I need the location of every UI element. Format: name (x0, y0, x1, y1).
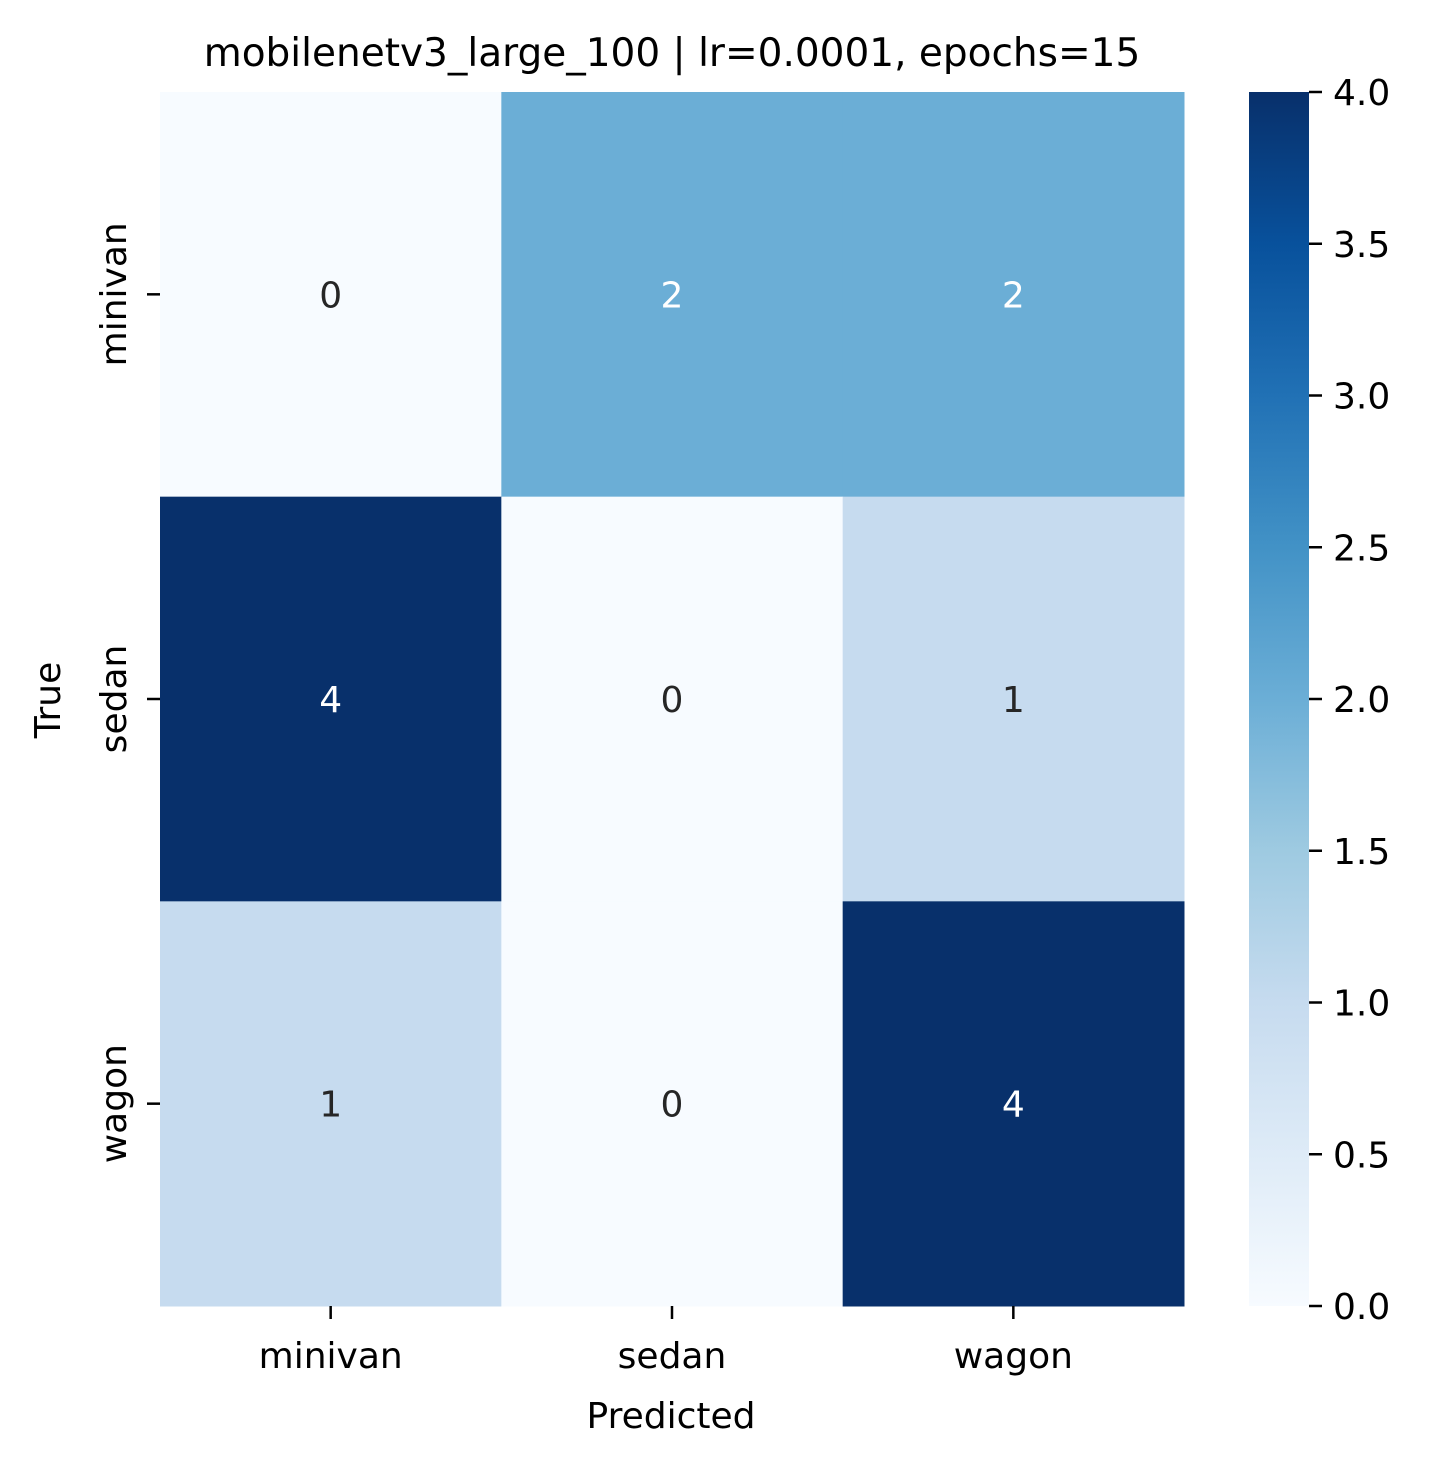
heatmap-cell (842, 92, 1185, 498)
heatmap-cells (160, 92, 1185, 1307)
heatmap-cell (501, 92, 844, 498)
x-tick-label: minivan (259, 1336, 403, 1377)
heatmap-cell-labels: 0 2 2 4 0 1 1 0 4 (319, 275, 1025, 1125)
x-tick-label: wagon (954, 1336, 1073, 1377)
y-tick-label: sedan (94, 645, 135, 754)
colorbar-tick-label: 0.5 (1333, 1135, 1390, 1176)
colorbar-tick-label: 3.5 (1333, 225, 1390, 266)
heatmap-cell (842, 496, 1185, 902)
colorbar: 0.0 0.5 1.0 1.5 2.0 2.5 3.0 3.5 4.0 (1249, 73, 1390, 1328)
cell-value-label: 0 (319, 275, 342, 316)
x-axis: minivan sedan wagon (259, 1306, 1073, 1377)
colorbar-tick-label: 1.5 (1333, 832, 1390, 873)
cell-value-label: 4 (319, 680, 342, 721)
heatmap-cell (501, 901, 844, 1307)
cell-value-label: 1 (1002, 680, 1025, 721)
colorbar-gradient (1249, 92, 1309, 1306)
x-axis-label: Predicted (587, 1396, 756, 1437)
colorbar-tick-label: 3.0 (1333, 377, 1390, 418)
heatmap-cell (501, 496, 844, 902)
cell-value-label: 2 (1002, 275, 1025, 316)
colorbar-tick-label: 2.5 (1333, 528, 1390, 569)
colorbar-tick-label: 1.0 (1333, 984, 1390, 1025)
cell-value-label: 0 (661, 680, 684, 721)
y-tick-label: wagon (94, 1044, 135, 1163)
cell-value-label: 4 (1002, 1085, 1025, 1126)
cell-value-label: 2 (661, 275, 684, 316)
colorbar-ticks: 0.0 0.5 1.0 1.5 2.0 2.5 3.0 3.5 4.0 (1309, 73, 1390, 1328)
y-tick-label: minivan (94, 222, 135, 366)
heatmap-cell (842, 901, 1185, 1307)
y-axis: minivan sedan wagon (94, 222, 160, 1163)
colorbar-tick-label: 0.0 (1333, 1287, 1390, 1328)
cell-value-label: 1 (319, 1085, 342, 1126)
cell-value-label: 0 (661, 1085, 684, 1126)
heatmap-cell (160, 901, 502, 1307)
colorbar-tick-label: 2.0 (1333, 680, 1390, 721)
heatmap-cell (160, 496, 502, 902)
heatmap-cell (160, 92, 502, 498)
colorbar-tick-label: 4.0 (1333, 73, 1390, 114)
x-tick-label: sedan (618, 1336, 727, 1377)
y-axis-label: True (28, 662, 69, 739)
chart-title: mobilenetv3_large_100 | lr=0.0001, epoch… (204, 31, 1141, 76)
